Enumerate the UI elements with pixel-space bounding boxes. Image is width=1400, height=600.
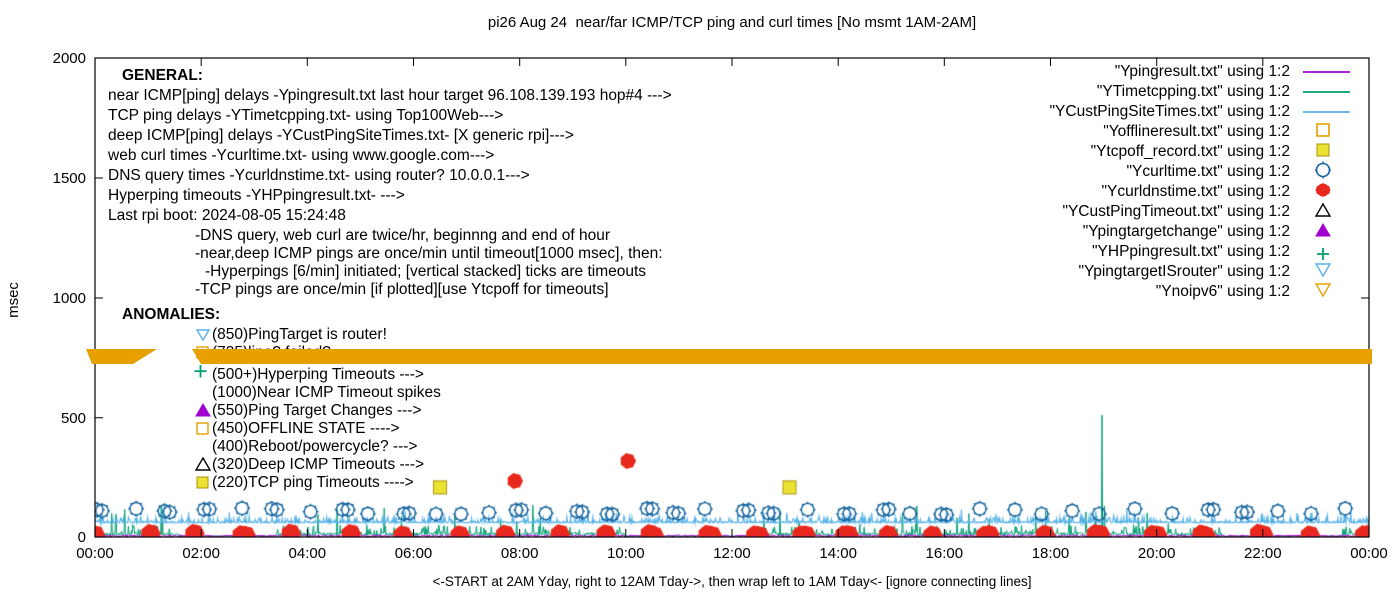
svg-text:-TCP pings are once/min [if pl: -TCP pings are once/min [if plotted][use… — [195, 281, 609, 298]
svg-text:02:00: 02:00 — [182, 545, 220, 562]
svg-text:"Ypingtargetchange" using 1:2: "Ypingtargetchange" using 1:2 — [1083, 223, 1290, 240]
svg-text:(320)Deep ICMP Timeouts --->: (320)Deep ICMP Timeouts ---> — [212, 456, 424, 473]
svg-text:-near,deep ICMP pings are once: -near,deep ICMP pings are once/min until… — [195, 245, 663, 262]
svg-text:"Yofflineresult.txt" using 1:2: "Yofflineresult.txt" using 1:2 — [1103, 123, 1290, 140]
svg-text:"YCustPingSiteTimes.txt" using: "YCustPingSiteTimes.txt" using 1:2 — [1050, 103, 1290, 120]
svg-text:(450)OFFLINE STATE ---->: (450)OFFLINE STATE ----> — [212, 420, 400, 437]
svg-text:04:00: 04:00 — [289, 545, 327, 562]
svg-text:(850)PingTarget is router!: (850)PingTarget is router! — [212, 326, 387, 343]
svg-text:"Ypingresult.txt" using 1:2: "Ypingresult.txt" using 1:2 — [1115, 63, 1290, 80]
svg-text:18:00: 18:00 — [1032, 545, 1070, 562]
svg-text:0: 0 — [78, 529, 86, 546]
svg-text:TCP ping delays -YTimetcpping.: TCP ping delays -YTimetcpping.txt- using… — [108, 107, 503, 124]
svg-text:06:00: 06:00 — [395, 545, 433, 562]
svg-text:12:00: 12:00 — [713, 545, 751, 562]
svg-text:14:00: 14:00 — [819, 545, 857, 562]
svg-text:00:00: 00:00 — [76, 545, 114, 562]
svg-text:deep ICMP[ping] delays -YCustP: deep ICMP[ping] delays -YCustPingSiteTim… — [108, 127, 574, 144]
svg-text:1500: 1500 — [53, 170, 86, 187]
svg-text:<-START at 2AM Yday, right to: <-START at 2AM Yday, right to 12AM Tday-… — [433, 574, 1032, 589]
svg-text:DNS query times -Ycurldnstime.: DNS query times -Ycurldnstime.txt- using… — [108, 167, 530, 184]
svg-text:"YpingtargetISrouter" using 1:: "YpingtargetISrouter" using 1:2 — [1079, 263, 1290, 280]
svg-text:2000: 2000 — [53, 50, 86, 67]
svg-text:22:00: 22:00 — [1244, 545, 1282, 562]
svg-text:"YCustPingTimeout.txt" using 1: "YCustPingTimeout.txt" using 1:2 — [1062, 203, 1290, 220]
svg-text:1000: 1000 — [53, 290, 86, 307]
svg-text:"Ynoipv6" using 1:2: "Ynoipv6" using 1:2 — [1156, 283, 1290, 300]
svg-text:"Ytcpoff_record.txt" using 1:2: "Ytcpoff_record.txt" using 1:2 — [1091, 143, 1290, 160]
svg-text:-Hyperpings [6/min] initiated;: -Hyperpings [6/min] initiated; [vertical… — [205, 263, 646, 280]
svg-text:(220)TCP ping Timeouts ---->: (220)TCP ping Timeouts ----> — [212, 474, 414, 491]
svg-text:GENERAL:: GENERAL: — [122, 67, 203, 84]
svg-text:10:00: 10:00 — [607, 545, 645, 562]
svg-text:(500+)Hyperping Timeouts --->: (500+)Hyperping Timeouts ---> — [212, 366, 424, 383]
svg-text:near ICMP[ping] delays -Ypingr: near ICMP[ping] delays -Ypingresult.txt … — [108, 87, 672, 104]
svg-text:(550)Ping Target Changes --->: (550)Ping Target Changes ---> — [212, 402, 422, 419]
svg-text:"Ycurltime.txt" using 1:2: "Ycurltime.txt" using 1:2 — [1127, 163, 1290, 180]
svg-text:ANOMALIES:: ANOMALIES: — [122, 306, 220, 323]
svg-text:"YHPpingresult.txt" using 1:2: "YHPpingresult.txt" using 1:2 — [1092, 243, 1290, 260]
svg-text:(400)Reboot/powercycle? --->: (400)Reboot/powercycle? ---> — [212, 438, 417, 455]
svg-text:Hyperping timeouts -YHPpingres: Hyperping timeouts -YHPpingresult.txt- -… — [108, 187, 405, 204]
svg-text:web curl times -Ycurltime.txt-: web curl times -Ycurltime.txt- using www… — [107, 147, 494, 164]
svg-text:16:00: 16:00 — [926, 545, 964, 562]
svg-text:500: 500 — [61, 410, 86, 427]
svg-text:(1000)Near ICMP Timeout spikes: (1000)Near ICMP Timeout spikes — [212, 384, 441, 401]
svg-text:-DNS query, web curl are twice: -DNS query, web curl are twice/hr, begin… — [195, 227, 610, 244]
svg-text:"Ycurldnstime.txt" using 1:2: "Ycurldnstime.txt" using 1:2 — [1102, 183, 1290, 200]
svg-text:00:00: 00:00 — [1350, 545, 1388, 562]
svg-text:Last rpi boot: 2024-08-05 15:2: Last rpi boot: 2024-08-05 15:24:48 — [108, 207, 346, 224]
svg-text:08:00: 08:00 — [501, 545, 539, 562]
svg-text:msec: msec — [5, 282, 22, 318]
svg-text:20:00: 20:00 — [1138, 545, 1176, 562]
svg-text:"YTimetcpping.txt" using 1:2: "YTimetcpping.txt" using 1:2 — [1097, 83, 1290, 100]
